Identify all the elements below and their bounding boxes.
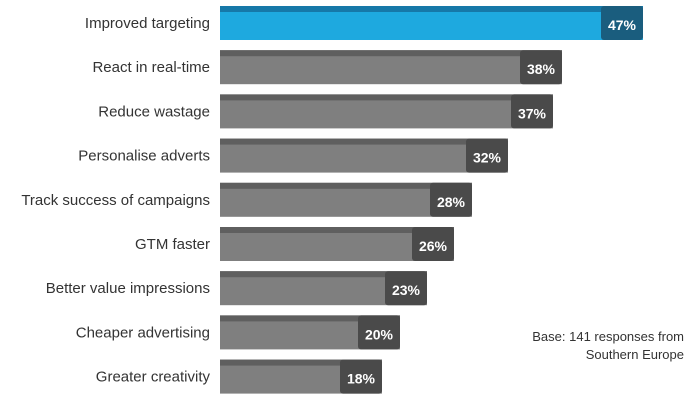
category-label: Personalise adverts bbox=[78, 148, 210, 165]
value-tab bbox=[520, 50, 562, 85]
value-label: 18% bbox=[347, 371, 376, 387]
bar-top-strip bbox=[220, 94, 553, 101]
bar-top-strip bbox=[220, 138, 508, 145]
category-label: React in real-time bbox=[92, 59, 210, 76]
category-label: Greater creativity bbox=[96, 369, 211, 386]
category-label: Track success of campaigns bbox=[21, 192, 210, 209]
value-label: 20% bbox=[365, 326, 394, 342]
bar-top-strip bbox=[220, 6, 643, 12]
value-tab bbox=[358, 315, 400, 350]
bar-top-strip bbox=[220, 227, 454, 233]
bar-top-strip bbox=[220, 359, 382, 366]
value-tab bbox=[511, 94, 553, 129]
bar-top-strip bbox=[220, 315, 400, 322]
base-note: Base: 141 responses from Southern Europe bbox=[532, 329, 684, 362]
value-label: 37% bbox=[518, 105, 547, 121]
category-label: Better value impressions bbox=[46, 280, 210, 297]
value-tab bbox=[340, 359, 382, 394]
value-tab bbox=[385, 271, 427, 306]
bar-top-strip bbox=[220, 50, 562, 57]
value-tab bbox=[601, 6, 643, 40]
category-label: Cheaper advertising bbox=[76, 324, 210, 341]
value-tab bbox=[412, 227, 454, 261]
value-label: 47% bbox=[608, 17, 637, 33]
value-label: 28% bbox=[437, 194, 466, 210]
value-label: 23% bbox=[392, 282, 421, 298]
value-label: 38% bbox=[527, 61, 556, 77]
value-tab bbox=[466, 138, 508, 173]
bar-top-strip bbox=[220, 182, 472, 189]
value-label: 32% bbox=[473, 150, 502, 166]
category-label: Reduce wastage bbox=[98, 103, 210, 120]
value-label: 26% bbox=[419, 238, 448, 254]
value-tab bbox=[430, 182, 472, 217]
category-label: GTM faster bbox=[135, 236, 210, 253]
bar-top-strip bbox=[220, 271, 427, 278]
category-label: Improved targeting bbox=[85, 15, 210, 32]
